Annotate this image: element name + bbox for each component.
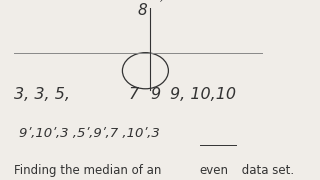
Text: 7: 7 [128, 87, 139, 102]
Text: 3, 3, 5,: 3, 3, 5, [14, 87, 75, 102]
Text: even: even [200, 164, 229, 177]
Text: 9, 10,10: 9, 10,10 [170, 87, 236, 102]
Text: 8: 8 [138, 3, 148, 18]
Text: 9ʹ,10ʹ,3 ,5ʹ,9ʹ,7 ,10ʹ,3: 9ʹ,10ʹ,3 ,5ʹ,9ʹ,7 ,10ʹ,3 [19, 127, 160, 140]
Text: data set.: data set. [238, 164, 294, 177]
Text: ′: ′ [160, 0, 163, 10]
Text: Finding the median of an: Finding the median of an [14, 164, 165, 177]
Text: 9: 9 [150, 87, 161, 102]
